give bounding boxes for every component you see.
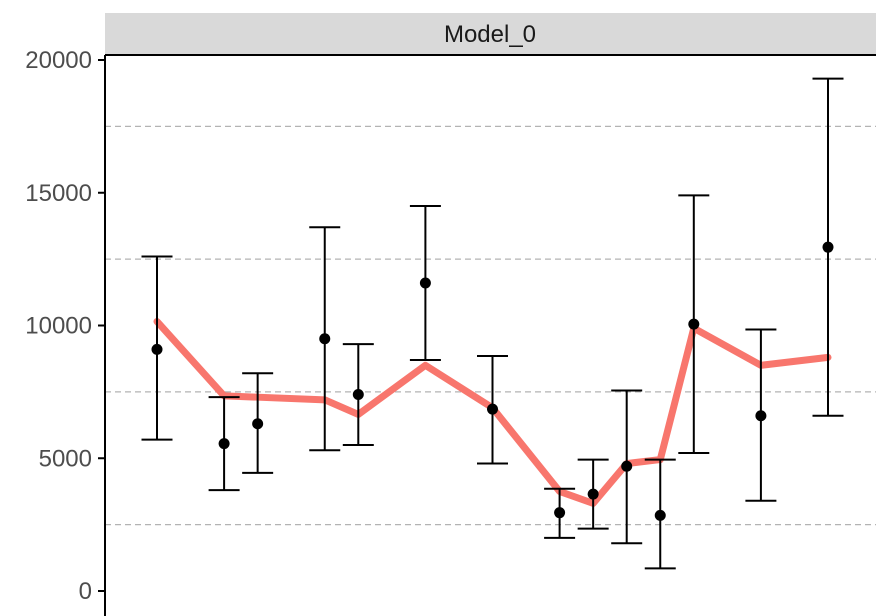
- panel-title: Model_0: [444, 21, 536, 48]
- strip-background: [105, 13, 876, 55]
- y-axis: 0 5000 10000 15000 20000: [25, 47, 105, 605]
- gridlines: [105, 125, 876, 526]
- point-series: [151, 241, 834, 521]
- data-point: [755, 410, 767, 422]
- data-point: [554, 507, 566, 519]
- y-tick-label: 10000: [25, 313, 92, 340]
- data-point: [419, 277, 431, 289]
- data-point: [688, 318, 700, 330]
- data-point: [218, 438, 230, 450]
- data-point: [252, 418, 264, 430]
- data-point: [621, 460, 633, 472]
- data-point: [151, 343, 163, 355]
- data-point: [319, 333, 331, 345]
- y-tick-label: 0: [79, 578, 92, 605]
- line-series: [153, 318, 832, 507]
- y-tick-label: 15000: [25, 180, 92, 207]
- data-point: [654, 509, 666, 521]
- fitted-line: [153, 318, 832, 507]
- data-point: [587, 488, 599, 500]
- data-point: [487, 403, 498, 415]
- y-tick-label: 5000: [39, 445, 92, 472]
- plot-panel: [105, 55, 876, 616]
- data-point: [352, 389, 364, 401]
- data-point: [822, 241, 834, 253]
- y-tick-label: 20000: [25, 47, 92, 74]
